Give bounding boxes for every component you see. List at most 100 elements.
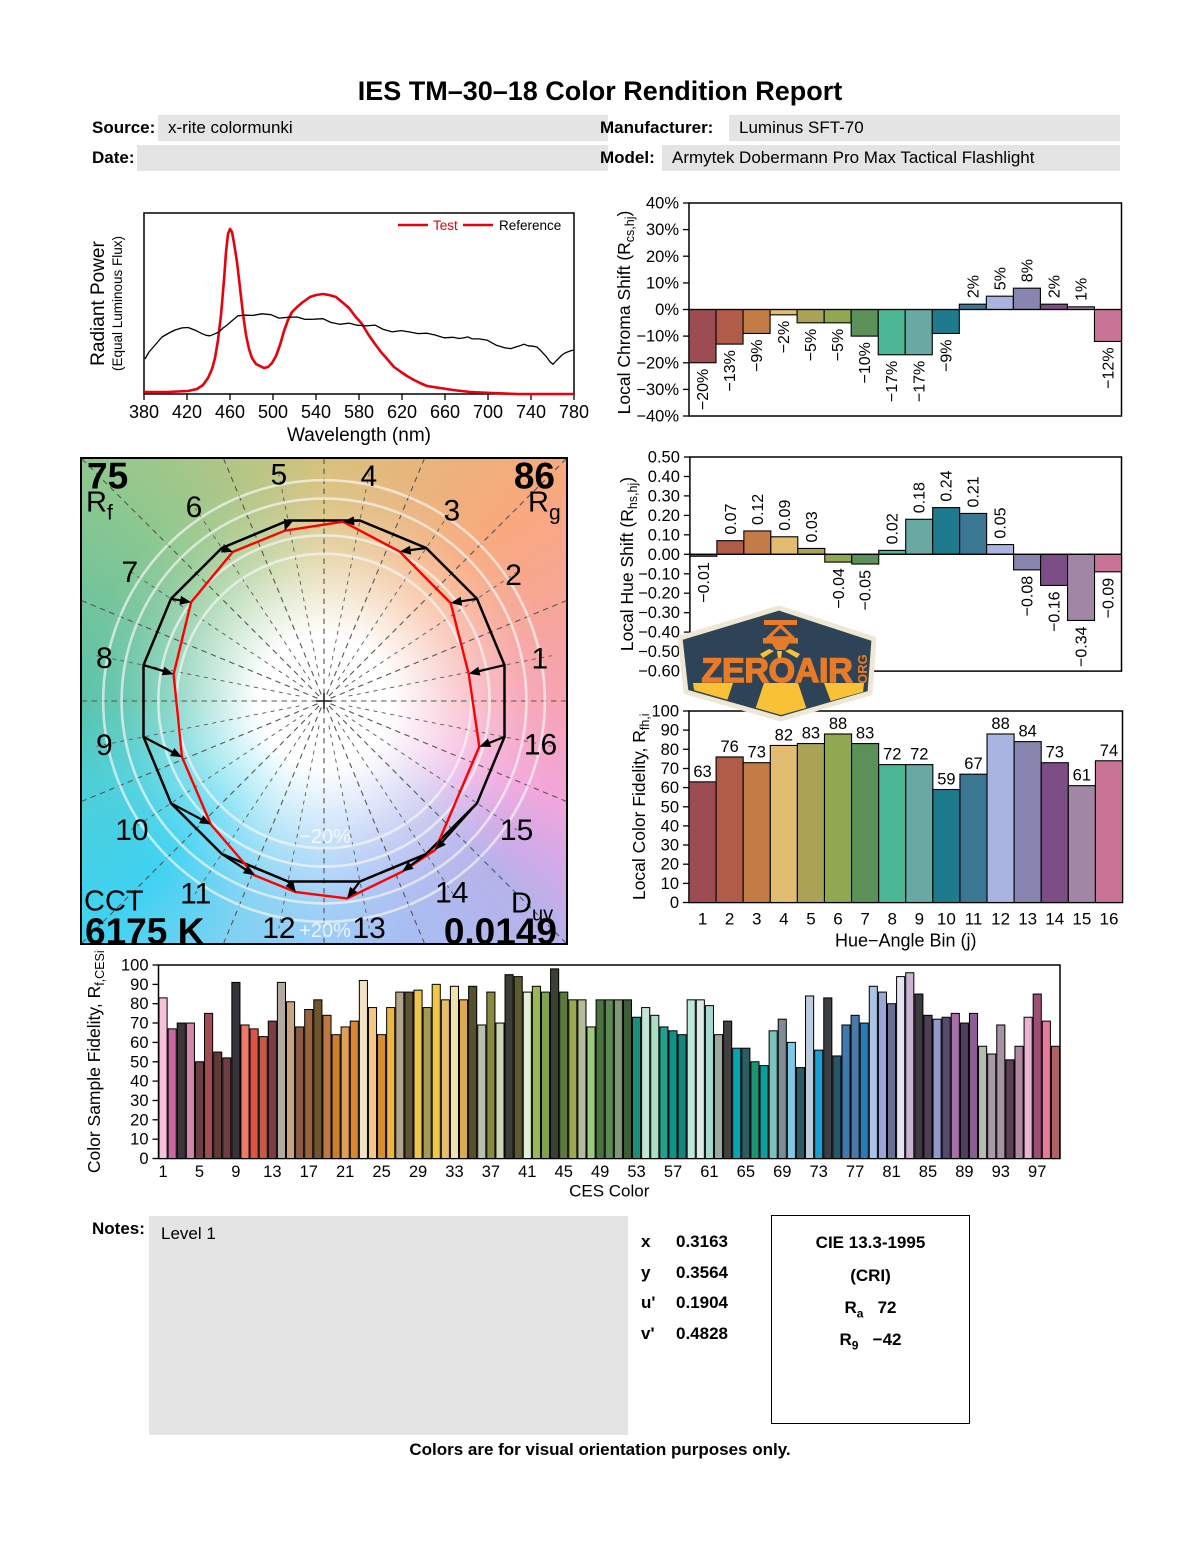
svg-text:3: 3 <box>752 910 761 929</box>
svg-text:50: 50 <box>661 798 679 816</box>
svg-text:90: 90 <box>661 722 679 740</box>
svg-text:0.00: 0.00 <box>648 546 680 564</box>
svg-text:6175 K: 6175 K <box>85 911 205 945</box>
svg-text:53: 53 <box>627 1163 645 1181</box>
svg-text:72: 72 <box>910 746 928 764</box>
svg-text:0.50: 0.50 <box>648 449 680 467</box>
svg-text:40%: 40% <box>646 195 679 213</box>
svg-text:65: 65 <box>737 1163 755 1181</box>
svg-text:10: 10 <box>937 910 956 929</box>
svg-text:70: 70 <box>130 1015 148 1033</box>
svg-text:4: 4 <box>779 910 788 929</box>
svg-text:540: 540 <box>301 402 331 422</box>
svg-text:0: 0 <box>139 1150 148 1168</box>
svg-text:−0.08: −0.08 <box>1020 576 1037 617</box>
svg-text:15: 15 <box>1072 910 1091 929</box>
svg-text:13: 13 <box>263 1163 281 1181</box>
svg-text:21: 21 <box>336 1163 354 1181</box>
svg-text:97: 97 <box>1028 1163 1046 1181</box>
svg-text:12: 12 <box>991 910 1010 929</box>
svg-text:10: 10 <box>130 1131 148 1149</box>
svg-text:6: 6 <box>186 491 203 524</box>
svg-text:9: 9 <box>96 729 113 762</box>
svg-text:−0.01: −0.01 <box>696 562 713 603</box>
svg-text:40: 40 <box>661 817 679 835</box>
svg-text:0.30: 0.30 <box>648 487 680 505</box>
svg-text:660: 660 <box>430 402 460 422</box>
svg-text:0: 0 <box>670 894 679 912</box>
svg-text:CES Color: CES Color <box>569 1182 650 1201</box>
svg-text:29: 29 <box>409 1163 427 1181</box>
svg-text:3: 3 <box>443 494 460 527</box>
svg-text:16: 16 <box>1099 910 1118 929</box>
svg-text:73: 73 <box>1046 744 1064 762</box>
svg-text:−13%: −13% <box>722 350 739 391</box>
svg-text:−20%: −20% <box>695 369 712 410</box>
svg-text:83: 83 <box>802 725 820 743</box>
svg-text:69: 69 <box>773 1163 791 1181</box>
svg-text:0.12: 0.12 <box>750 494 767 525</box>
svg-text:Wavelength (nm): Wavelength (nm) <box>287 425 431 446</box>
svg-text:2%: 2% <box>965 275 982 298</box>
svg-text:8: 8 <box>887 910 896 929</box>
svg-text:30: 30 <box>661 837 679 855</box>
svg-text:0.20: 0.20 <box>648 507 680 525</box>
svg-text:2%: 2% <box>1046 275 1063 298</box>
svg-text:−20%: −20% <box>636 354 679 372</box>
svg-text:63: 63 <box>693 763 711 781</box>
svg-text:84: 84 <box>1018 723 1036 741</box>
svg-text:10%: 10% <box>646 274 679 292</box>
svg-text:25: 25 <box>372 1163 390 1181</box>
svg-text:0.07: 0.07 <box>723 503 740 534</box>
svg-text:6: 6 <box>833 910 842 929</box>
svg-text:50: 50 <box>130 1053 148 1071</box>
svg-text:420: 420 <box>172 402 202 422</box>
svg-text:1: 1 <box>531 643 548 676</box>
svg-text:CCT: CCT <box>84 886 144 918</box>
svg-text:−10%: −10% <box>636 328 679 346</box>
svg-text:13: 13 <box>352 912 385 945</box>
svg-text:Color Sample Fidelity, Rf,CESi: Color Sample Fidelity, Rf,CESi <box>84 950 107 1173</box>
svg-text:70: 70 <box>661 760 679 778</box>
svg-text:−30%: −30% <box>636 381 679 399</box>
svg-text:700: 700 <box>473 402 503 422</box>
svg-text:Test: Test <box>433 218 458 233</box>
svg-text:86: 86 <box>514 457 555 497</box>
svg-text:−12%: −12% <box>1100 347 1117 388</box>
svg-text:40: 40 <box>130 1073 148 1091</box>
svg-text:81: 81 <box>882 1163 900 1181</box>
svg-text:90: 90 <box>130 976 148 994</box>
svg-text:0.0149: 0.0149 <box>444 911 557 945</box>
svg-text:−17%: −17% <box>911 361 928 402</box>
svg-text:0.21: 0.21 <box>966 476 983 507</box>
svg-text:80: 80 <box>130 995 148 1013</box>
svg-text:−5%: −5% <box>803 329 820 361</box>
svg-text:1: 1 <box>698 910 707 929</box>
svg-text:−0.40: −0.40 <box>638 624 680 642</box>
svg-text:61: 61 <box>700 1163 718 1181</box>
svg-text:37: 37 <box>482 1163 500 1181</box>
svg-text:4: 4 <box>361 460 378 493</box>
svg-text:−17%: −17% <box>884 361 901 402</box>
svg-text:0.05: 0.05 <box>993 507 1010 538</box>
svg-text:2: 2 <box>725 910 734 929</box>
svg-text:100: 100 <box>121 957 149 975</box>
svg-text:41: 41 <box>518 1163 536 1181</box>
svg-text:−0.20: −0.20 <box>638 585 680 603</box>
svg-text:−0.09: −0.09 <box>1101 578 1118 619</box>
svg-text:76: 76 <box>720 738 738 756</box>
svg-text:−0.60: −0.60 <box>638 663 680 681</box>
svg-text:−0.05: −0.05 <box>858 570 875 611</box>
svg-text:8: 8 <box>96 642 113 675</box>
svg-text:45: 45 <box>555 1163 573 1181</box>
svg-text:−0.16: −0.16 <box>1047 591 1064 632</box>
svg-text:15: 15 <box>500 814 533 847</box>
svg-text:−0.10: −0.10 <box>638 565 680 583</box>
svg-text:−20%: −20% <box>299 826 351 848</box>
svg-text:Radiant Power: Radiant Power <box>88 241 109 366</box>
svg-text:−0.50: −0.50 <box>638 643 680 661</box>
svg-text:0.10: 0.10 <box>648 526 680 544</box>
svg-text:780: 780 <box>559 402 589 422</box>
svg-text:5: 5 <box>806 910 815 929</box>
svg-text:0.02: 0.02 <box>885 513 902 544</box>
